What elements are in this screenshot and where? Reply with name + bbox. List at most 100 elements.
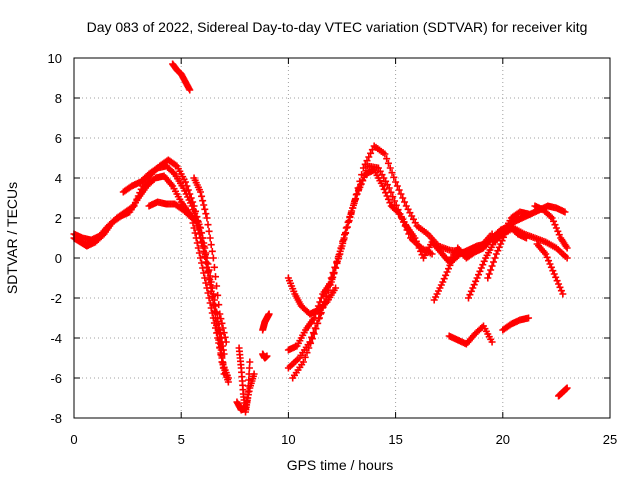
data-point <box>219 359 227 367</box>
data-point <box>212 324 220 332</box>
data-point <box>399 194 407 202</box>
data-point <box>134 192 142 200</box>
y-tick-label: 4 <box>55 171 62 186</box>
data-point <box>217 349 225 357</box>
data-point <box>344 218 352 226</box>
data-point <box>200 239 208 247</box>
plot-frame <box>73 57 611 419</box>
data-point <box>218 319 226 327</box>
data-point <box>218 354 226 362</box>
axis-ticks: 0 5 10 15 20 25 -8 -6 -4 -2 0 2 4 6 8 10 <box>48 51 618 447</box>
data-point <box>184 186 192 194</box>
data-point <box>337 245 345 253</box>
data-point <box>198 259 206 267</box>
data-point <box>210 263 218 271</box>
data-point <box>310 314 318 322</box>
data-point <box>484 274 492 282</box>
data-point <box>543 253 551 261</box>
data-point <box>555 231 563 239</box>
data-point <box>210 319 218 327</box>
data-point <box>201 274 209 282</box>
data-point <box>212 273 220 281</box>
data-point <box>204 289 212 297</box>
data-point <box>555 280 563 288</box>
data-point <box>498 237 506 245</box>
data-point <box>204 260 212 268</box>
data-point <box>188 202 196 210</box>
data-point <box>559 290 567 298</box>
data-point <box>213 329 221 337</box>
data-point <box>222 338 230 346</box>
data-point <box>209 290 217 298</box>
data-point <box>329 273 337 281</box>
data-point <box>550 217 558 225</box>
data-points <box>70 60 571 416</box>
data-point <box>380 185 388 193</box>
data-point <box>169 169 177 177</box>
data-point <box>206 299 214 307</box>
data-point <box>189 206 197 214</box>
data-point <box>202 279 210 287</box>
data-point <box>216 310 224 318</box>
data-point <box>199 197 207 205</box>
data-point <box>220 329 228 337</box>
data-point <box>215 301 223 309</box>
data-point <box>340 234 348 242</box>
data-point <box>556 283 564 291</box>
data-point <box>263 352 271 360</box>
data-point <box>322 299 330 307</box>
data-point <box>190 224 198 232</box>
data-point <box>472 277 480 285</box>
data-point <box>203 254 211 262</box>
data-point <box>473 274 481 282</box>
data-point <box>206 234 214 242</box>
data-point <box>545 257 553 265</box>
data-point <box>550 270 558 278</box>
data-point <box>469 284 477 292</box>
data-point <box>196 188 204 196</box>
data-point <box>470 281 478 289</box>
data-point <box>212 302 220 310</box>
data-point <box>390 173 398 181</box>
data-point <box>204 221 212 229</box>
data-point <box>203 214 211 222</box>
data-point <box>186 213 194 221</box>
data-point <box>485 270 493 278</box>
data-point <box>384 195 392 203</box>
data-point <box>548 214 556 222</box>
data-point <box>563 244 571 252</box>
data-point <box>446 261 454 269</box>
data-point <box>198 192 206 200</box>
data-point <box>186 86 194 94</box>
y-tick-label: -4 <box>50 331 62 346</box>
data-point <box>551 221 559 229</box>
data-point <box>209 254 217 262</box>
data-point <box>181 178 189 186</box>
data-point <box>397 190 405 198</box>
data-point <box>552 273 560 281</box>
data-point <box>359 177 367 185</box>
data-point <box>347 209 355 217</box>
x-tick-label: 15 <box>388 432 402 447</box>
data-point <box>333 259 341 267</box>
y-tick-label: -6 <box>50 371 62 386</box>
data-point <box>385 184 393 192</box>
data-point <box>199 264 207 272</box>
data-point <box>392 178 400 186</box>
data-point <box>198 229 206 237</box>
data-point <box>350 199 358 207</box>
data-point <box>368 146 376 154</box>
data-point <box>191 209 199 217</box>
data-point <box>480 257 488 265</box>
data-point <box>525 314 533 322</box>
data-point <box>492 250 500 258</box>
y-tick-label: 2 <box>55 211 62 226</box>
data-point <box>130 202 138 210</box>
data-point <box>217 315 225 323</box>
data-point <box>310 330 318 338</box>
data-point <box>491 254 499 262</box>
data-point <box>220 350 228 358</box>
data-point <box>383 155 391 163</box>
x-tick-label: 20 <box>496 432 510 447</box>
data-point <box>131 199 139 207</box>
